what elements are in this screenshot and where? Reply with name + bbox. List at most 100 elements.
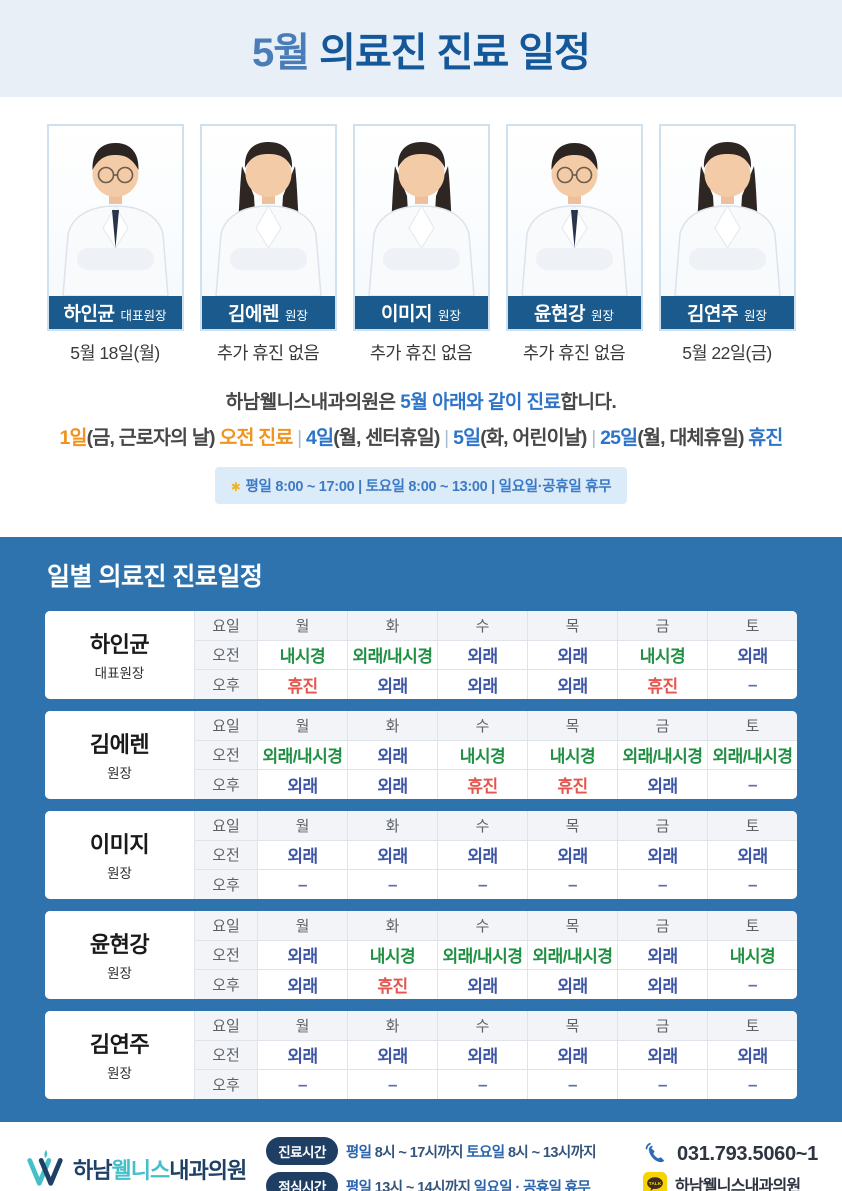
schedule-cell: 휴진 [348, 970, 437, 999]
day-header-cell: 목 [528, 711, 617, 740]
schedule-cell: 외래 [348, 670, 437, 699]
day-header-cell: 금 [618, 711, 707, 740]
notice-segment: | [586, 427, 601, 449]
doctor-card: 윤현강 원장 추가 휴진 없음 [505, 124, 643, 365]
schedule-cell: 외래 [438, 840, 527, 870]
doctor-name-plate: 윤현강 원장 [507, 296, 641, 329]
am-row-label: 오전 [195, 740, 257, 770]
hours-badge-wrap: ✱ 평일 8:00 ~ 17:00 | 토요일 8:00 ~ 13:00 | 일요… [0, 467, 842, 504]
day-header-cell: 요일 [195, 1011, 257, 1040]
clinic-logo-icon [27, 1149, 63, 1186]
schedule-cell: – [258, 870, 347, 899]
hours-text-part: 8시 ~ 13시까지 [507, 1144, 597, 1161]
clinic-logo-text: 하남웰니스내과의원 [73, 1153, 247, 1185]
schedule-cell: 외래 [348, 1040, 437, 1070]
notice-segment: 합니다. [560, 392, 617, 413]
day-header-cell: 목 [528, 611, 617, 640]
doctor-title: 원장 [743, 308, 767, 323]
schedule-cell: 외래/내시경 [348, 640, 437, 670]
schedule-cell: 외래 [258, 970, 347, 999]
hours-text-part: 일요일 · 공휴일 휴무 [473, 1179, 591, 1191]
schedule-grid: 하인균 대표원장 요일 월 화 수 목 금 토 오전 내시경 외래/내시경 외래 외래 내시경 외래 오후 휴… [45, 611, 797, 699]
schedule-cell: 외래 [618, 1040, 707, 1070]
day-header-cell: 요일 [195, 911, 257, 940]
day-header-cell: 토 [708, 911, 797, 940]
schedule-cell: 휴진 [258, 670, 347, 699]
table-doctor-cell: 하인균 대표원장 [45, 611, 194, 699]
hours-badge-text: 평일 8:00 ~ 17:00 | 토요일 8:00 ~ 13:00 | 일요일… [245, 479, 612, 495]
table-doctor-name: 하인균 [89, 632, 150, 658]
doctor-name: 이미지 [381, 304, 432, 325]
day-header-cell: 목 [528, 811, 617, 840]
table-doctor-title: 원장 [107, 766, 132, 782]
day-header-cell: 화 [348, 811, 437, 840]
poster-header: 5월 의료진 진료 일정 [0, 0, 842, 97]
day-header-cell: 월 [258, 811, 347, 840]
doctor-name-plate: 김연주 원장 [660, 296, 794, 329]
doctor-photo-frame: 김에렌 원장 [199, 124, 337, 331]
doctor-holiday-note: 5월 22일(금) [682, 343, 772, 363]
am-row-label: 오전 [195, 640, 257, 670]
schedule-cell: 내시경 [528, 740, 617, 770]
hours-pill: 점심시간 [266, 1172, 338, 1191]
schedule-cell: 외래 [438, 640, 527, 670]
doctor-schedule-table: 이미지 원장 요일 월 화 수 목 금 토 오전 외래 외래 외래 외래 외래 외래 오후 – – – – – – [45, 811, 797, 899]
hours-pill: 진료시간 [266, 1137, 338, 1165]
schedule-cell: 외래 [708, 840, 797, 870]
day-header-cell: 수 [438, 711, 527, 740]
schedule-cell: 휴진 [528, 770, 617, 799]
notice-segment: 휴진 [748, 427, 783, 449]
schedule-cell: 외래/내시경 [708, 740, 797, 770]
doctor-title: 대표원장 [120, 308, 167, 323]
schedule-cell: 내시경 [258, 640, 347, 670]
schedule-cell: 외래 [438, 1040, 527, 1070]
hours-text-part: 토요일 [466, 1144, 508, 1161]
schedule-cell: – [348, 870, 437, 899]
schedule-cell: 외래 [528, 640, 617, 670]
table-doctor-cell: 김연주 원장 [45, 1011, 194, 1099]
doctors-row: 하인균 대표원장 5월 18일(월) [0, 124, 842, 365]
schedule-cell: – [348, 1070, 437, 1099]
day-header-cell: 화 [348, 1011, 437, 1040]
notice-line1: 하남웰니스내과의원은 5월 아래와 같이 진료합니다. [0, 387, 842, 414]
schedule-cell: – [708, 870, 797, 899]
schedule-cell: 내시경 [438, 740, 527, 770]
notice-segment: | [439, 427, 454, 449]
table-doctor-name: 윤현강 [89, 932, 150, 958]
schedule-cell: 외래 [258, 940, 347, 970]
day-header-cell: 목 [528, 1011, 617, 1040]
day-header-cell: 토 [708, 811, 797, 840]
notice-segment: (월, 대체휴일) [637, 427, 749, 449]
pm-row-label: 오후 [195, 770, 257, 799]
day-header-cell: 화 [348, 911, 437, 940]
notice-segment: | [292, 427, 307, 449]
schedule-cell: 외래/내시경 [528, 940, 617, 970]
doctor-photo [201, 126, 335, 296]
am-row-label: 오전 [195, 940, 257, 970]
schedule-cell: 외래 [618, 940, 707, 970]
day-header-cell: 화 [348, 611, 437, 640]
schedule-cell: – [708, 670, 797, 699]
schedule-cell: – [528, 870, 617, 899]
schedule-cell: 외래 [348, 770, 437, 799]
footer-hours: 진료시간 평일 8시 ~ 17시까지 토요일 8시 ~ 13시까지 점심시간 평… [266, 1137, 597, 1191]
day-header-cell: 목 [528, 911, 617, 940]
poster-footer: 하남웰니스내과의원 진료시간 평일 8시 ~ 17시까지 토요일 8시 ~ 13… [0, 1122, 842, 1191]
schedule-cell: 내시경 [348, 940, 437, 970]
schedule-cell: 외래/내시경 [618, 740, 707, 770]
hours-text: 평일 8시 ~ 17시까지 토요일 8시 ~ 13시까지 [346, 1141, 597, 1162]
doctor-photo [48, 126, 182, 296]
schedule-cell: 외래 [528, 670, 617, 699]
schedule-cell: 외래/내시경 [258, 740, 347, 770]
day-header-cell: 수 [438, 911, 527, 940]
day-header-cell: 금 [618, 911, 707, 940]
schedule-cell: – [618, 870, 707, 899]
table-doctor-title: 원장 [107, 966, 132, 982]
schedule-cell: 외래 [348, 840, 437, 870]
schedule-cell: – [528, 1070, 617, 1099]
phone-number: 031.793.5060~1 [677, 1142, 818, 1165]
day-header-cell: 요일 [195, 611, 257, 640]
day-header-cell: 월 [258, 1011, 347, 1040]
doctor-name: 하인균 [63, 304, 115, 325]
table-doctor-name: 이미지 [89, 832, 150, 858]
